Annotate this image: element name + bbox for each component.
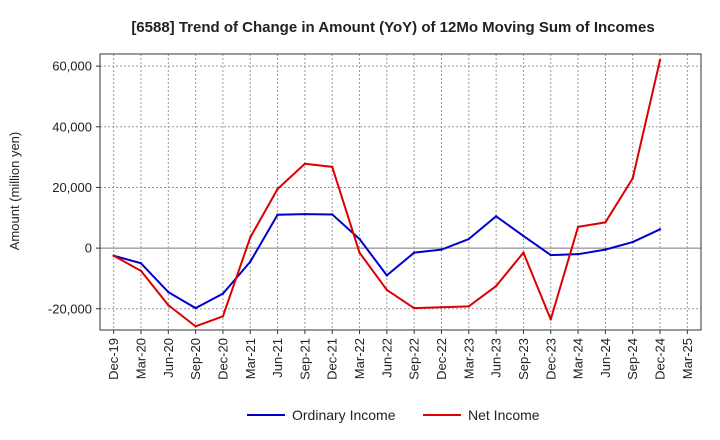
x-tick-label: Sep-21	[297, 338, 312, 380]
data-point	[522, 234, 525, 238]
legend: Ordinary Income Net Income	[247, 407, 540, 423]
x-tick-label: Sep-20	[188, 338, 203, 380]
series-lines	[112, 58, 662, 328]
y-axis-ticks: -20,000 0 20,000 40,000 60,000	[48, 59, 100, 316]
data-point	[658, 58, 662, 62]
data-point	[385, 288, 389, 292]
data-point	[331, 165, 334, 169]
x-tick-label: Dec-24	[653, 338, 668, 380]
data-point	[139, 262, 143, 265]
x-tick-label: Mar-25	[680, 338, 695, 379]
data-point	[522, 251, 525, 254]
data-point	[194, 325, 197, 328]
y-tick-label: -20,000	[48, 301, 92, 316]
x-tick-label: Dec-22	[434, 338, 449, 380]
data-point	[139, 269, 143, 273]
x-tick-label: Dec-21	[325, 338, 340, 380]
y-tick-label: 40,000	[52, 119, 92, 134]
x-tick-label: Mar-20	[133, 338, 148, 379]
data-point	[276, 187, 279, 191]
x-tick-label: Jun-20	[161, 338, 176, 378]
data-point	[576, 252, 580, 256]
data-point	[549, 253, 552, 257]
data-point	[494, 284, 498, 288]
data-point	[440, 248, 443, 251]
x-tick-label: Jun-22	[379, 338, 394, 378]
data-point	[167, 303, 170, 307]
data-point	[249, 236, 252, 239]
data-point	[167, 290, 170, 294]
x-tick-label: Dec-23	[543, 338, 558, 380]
legend-label: Ordinary Income	[292, 407, 396, 423]
data-point	[194, 306, 197, 310]
data-point	[631, 177, 634, 180]
legend-item: Net Income	[423, 407, 540, 423]
data-point	[412, 251, 416, 254]
data-point	[604, 221, 607, 224]
data-point	[358, 237, 361, 241]
x-tick-label: Sep-22	[407, 338, 422, 380]
data-point	[303, 162, 307, 165]
data-point	[440, 306, 443, 309]
legend-label: Net Income	[468, 407, 540, 423]
x-axis-ticks: Dec-19 Mar-20 Jun-20 Sep-20 Dec-20 Mar-21 Jun-…	[106, 330, 695, 380]
x-tick-label: Dec-20	[215, 338, 230, 380]
x-tick-label: Sep-24	[625, 338, 640, 380]
data-point	[303, 212, 307, 216]
data-point	[631, 240, 634, 244]
x-tick-label: Mar-24	[571, 338, 586, 379]
data-point	[549, 318, 552, 321]
x-tick-label: Sep-23	[516, 338, 531, 380]
x-tick-label: Jun-21	[270, 338, 285, 378]
y-tick-label: 20,000	[52, 180, 92, 195]
plot-area-frame	[99, 53, 702, 331]
x-tick-label: Mar-22	[352, 338, 367, 379]
data-point	[604, 248, 607, 251]
data-point	[576, 225, 580, 229]
data-point	[221, 315, 225, 318]
data-point	[385, 274, 389, 277]
data-point	[276, 213, 279, 216]
data-point	[467, 305, 470, 308]
data-point	[467, 237, 470, 241]
data-point	[221, 292, 225, 295]
y-tick-label: 0	[85, 241, 92, 256]
x-tick-label: Dec-19	[106, 338, 121, 380]
x-tick-label: Mar-23	[461, 338, 476, 379]
data-point	[112, 254, 115, 257]
data-point	[249, 260, 252, 263]
chart-title: [6588] Trend of Change in Amount (YoY) o…	[131, 19, 654, 36]
data-point	[658, 228, 662, 231]
y-tick-label: 60,000	[52, 59, 92, 74]
y-axis-label: Amount (million yen)	[7, 132, 22, 251]
legend-item: Ordinary Income	[247, 407, 396, 423]
data-point	[412, 306, 416, 310]
x-tick-label: Mar-21	[243, 338, 258, 379]
data-point	[358, 251, 361, 254]
x-tick-label: Jun-24	[598, 338, 613, 378]
data-point	[494, 215, 498, 218]
x-tick-label: Jun-23	[489, 338, 504, 378]
data-point	[331, 213, 334, 216]
gridlines	[100, 54, 701, 330]
